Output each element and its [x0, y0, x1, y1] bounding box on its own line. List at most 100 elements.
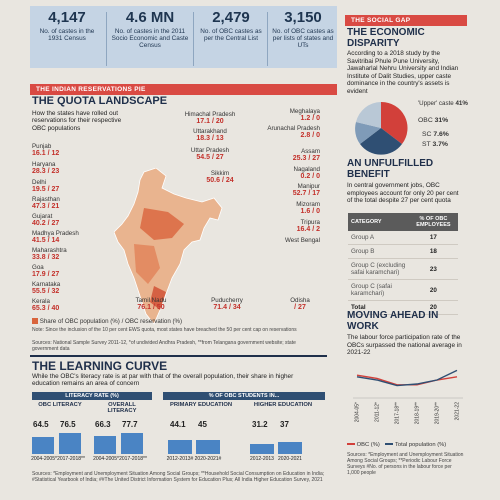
state-name: Uttarakhand — [193, 128, 227, 135]
year-label: 2017-2018** — [57, 456, 85, 462]
overall-lit-2017: 77.7 — [122, 420, 138, 429]
state-name: Haryana — [32, 161, 56, 168]
quota-title: THE QUOTA LANDSCAPE — [32, 95, 168, 107]
moving-title: MOVING AHEAD IN WORK — [347, 310, 439, 332]
state-value: 16.4 / 2 — [296, 226, 320, 233]
stat-number: 3,150 — [284, 9, 322, 26]
state-odisha: Odisha/ 27 — [282, 297, 318, 311]
state-value: 76.1 / 50 — [137, 304, 165, 311]
state-name: Gujarat — [32, 213, 53, 220]
state-haryana: Haryana 28.3 / 23 — [32, 161, 59, 175]
state-value: 47.3 / 21 — [32, 203, 60, 210]
map-region-highlight — [140, 208, 184, 240]
year-label: 2012-2013# — [166, 456, 194, 462]
state-tripura: Tripura 16.4 / 2 — [262, 219, 320, 233]
stat-number: 2,479 — [212, 9, 250, 26]
india-map — [114, 168, 223, 325]
state-meghalaya: Meghalaya 1.2 / 0 — [262, 108, 320, 122]
state-name: Maharashtra — [32, 247, 67, 254]
state-value: 65.3 / 40 — [32, 305, 60, 312]
bar-higher-2020 — [278, 442, 302, 454]
state-madhya-pradesh: Madhya Pradesh 41.5 / 14 — [32, 230, 79, 244]
year-label: 2004-2005* — [31, 456, 57, 462]
economic-text: According to a 2018 study by the Savitri… — [347, 50, 459, 95]
bar-primary-2020 — [196, 440, 220, 454]
obc-literacy-head: OBC LITERACY — [38, 402, 82, 408]
state-name: Puducherry — [211, 297, 243, 304]
higher-2020: 37 — [280, 420, 289, 429]
state-manipur: Manipur 52.7 / 17 — [262, 183, 320, 197]
state-name: Karnataka — [32, 281, 61, 288]
lfpr-line-chart: 2004-05* 2011-12* 2017-18** 2018-19** 2019-2… — [353, 369, 463, 424]
state-name: Arunachal Pradesh — [267, 125, 320, 132]
students-header: % OF OBC STUDENTS IN... — [163, 392, 325, 400]
map-region-highlight — [134, 244, 160, 284]
state-value: 17.1 / 20 — [196, 118, 224, 125]
state-value: 33.8 / 32 — [32, 254, 60, 261]
state-value: 17.9 / 27 — [32, 271, 60, 278]
state-kerala: Kerala 65.3 / 40 — [32, 298, 59, 312]
year-label: 2020-2021 — [278, 456, 302, 462]
state-value: / 27 — [294, 304, 306, 311]
state-name: Himachal Pradesh — [184, 111, 236, 118]
state-name: West Bengal — [285, 237, 320, 244]
state-value: 0.2 / 0 — [300, 173, 320, 180]
legend-swatch-total — [385, 443, 394, 446]
state-name: Tripura — [300, 219, 320, 226]
stat-castes-1931: 4,147 No. of castes in the 1931 Census — [32, 10, 102, 42]
state-gujarat: Gujarat 40.2 / 27 — [32, 213, 59, 227]
table-row: Group B 18 — [348, 244, 458, 259]
learning-sources: Sources: *Employment and Unemployment Si… — [32, 471, 325, 483]
pie-label-st: ST 3.7% — [422, 141, 448, 148]
table-cell: 18 — [408, 244, 458, 259]
bar-obc-lit-2017 — [59, 433, 81, 454]
table-cell: Group C (excluding safai karamchari) — [348, 258, 409, 280]
legend-text: Share of OBC population (%) / OBC reserv… — [39, 318, 183, 325]
map-sources: Sources: National Sample Survey 2011-12,… — [32, 340, 296, 352]
state-value: 2.8 / 0 — [300, 132, 320, 139]
obc-employees-table: CATEGORY % OF OBC EMPLOYEES Group A 17 Gr… — [348, 213, 458, 315]
stat-number: 4,147 — [48, 9, 86, 26]
state-name: Odisha — [290, 297, 310, 304]
stat-desc: No. of OBC castes as per the Central Lis… — [200, 28, 262, 42]
bar-overall-lit-2017 — [121, 433, 143, 454]
section-tag-reservations: THE INDIAN RESERVATIONS PIE — [30, 84, 337, 95]
learning-intro: While the OBC's literacy rate is at par … — [32, 373, 294, 388]
state-name: Sikkim — [210, 170, 230, 177]
divider — [193, 12, 194, 66]
state-value: 18.3 / 13 — [196, 135, 224, 142]
x-tick-label: 2021-22 — [454, 402, 460, 421]
pie-label-upper: 'Upper' caste 41% — [418, 100, 468, 107]
state-value: 41.5 / 14 — [32, 237, 60, 244]
map-region-highlight — [150, 286, 166, 310]
moving-text: The labour force participation rate of t… — [347, 334, 462, 356]
state-value: 40.2 / 27 — [32, 220, 60, 227]
stat-desc: No. of OBC castes as per lists of states… — [272, 28, 334, 49]
map-note: Note: Since the inclusion of the 10 per … — [32, 327, 297, 333]
section-rule — [30, 355, 327, 357]
pie-label: 'Upper' caste — [418, 100, 454, 107]
pie-label: OBC — [418, 117, 433, 124]
table-row: Group C (safai karamchari) 20 — [348, 279, 458, 301]
state-delhi: Delhi 19.5 / 27 — [32, 179, 59, 193]
state-tamil-nadu: Tamil Nadu 76.1 / 50 — [128, 297, 174, 311]
obc-lit-2004: 64.5 — [33, 420, 49, 429]
divider — [106, 12, 107, 66]
table-cell: Group A — [348, 231, 409, 245]
state-value: 71.4 / 34 — [213, 304, 241, 311]
state-name: Delhi — [32, 179, 47, 186]
state-assam: Assam 25.3 / 27 — [262, 148, 320, 162]
pie-slice-st — [356, 102, 381, 128]
lfpr-legend: OBC (%) Total population (%) — [347, 442, 446, 448]
state-value: 52.7 / 17 — [292, 190, 320, 197]
state-value: 55.5 / 32 — [32, 288, 60, 295]
economic-title: THE ECONOMIC DISPARITY — [347, 27, 425, 49]
legend-swatch — [32, 318, 38, 325]
state-name: Goa — [32, 264, 44, 271]
pie-value: 3.7% — [432, 141, 448, 148]
stat-obc-central: 2,479 No. of OBC castes as per the Centr… — [196, 10, 266, 42]
map-shape — [114, 168, 223, 325]
assets-pie — [355, 101, 408, 155]
state-himachal-pradesh: Himachal Pradesh 17.1 / 20 — [175, 111, 245, 125]
stats-banner: 4,147 No. of castes in the 1931 Census 4… — [30, 6, 337, 68]
